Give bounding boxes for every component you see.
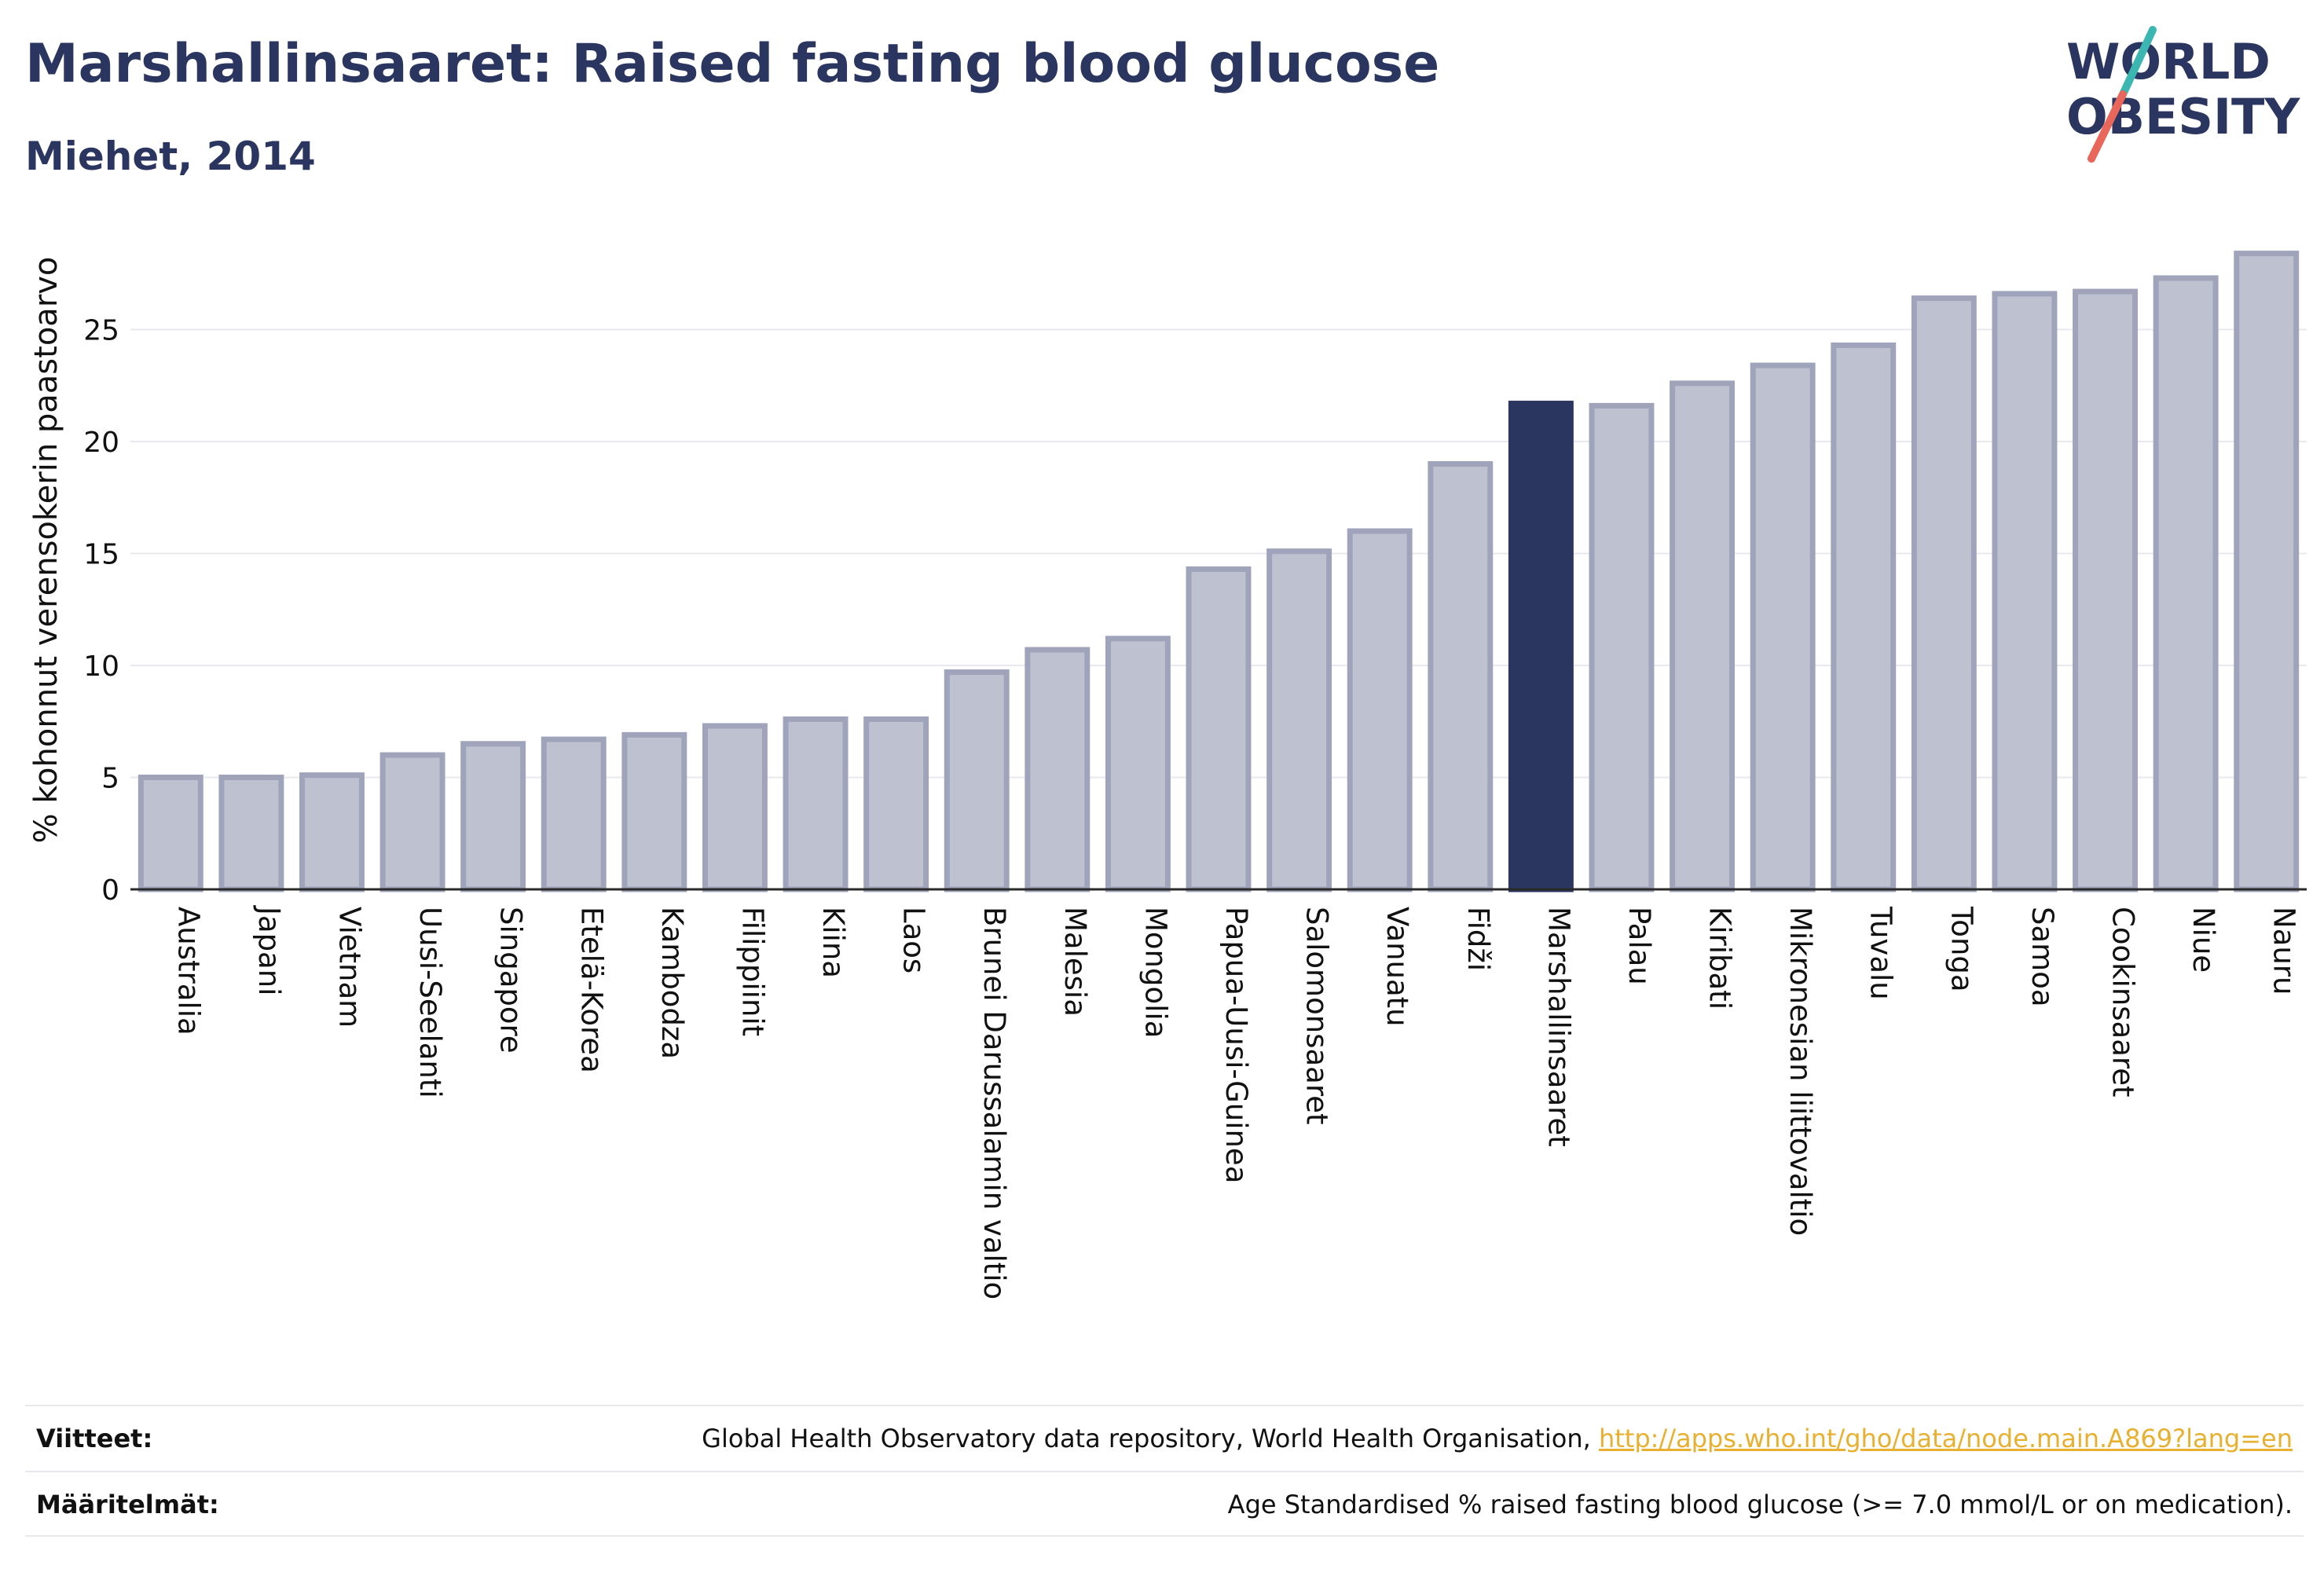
x-axis-labels: Australia Japani Vietnam Uusi-Seelanti Singa…: [171, 905, 2300, 1299]
x-tick-label: Singapore: [494, 907, 528, 1054]
bar: [702, 723, 768, 892]
x-tick-label: Cookinsaaret: [2106, 907, 2140, 1098]
x-tick-label: Vanuatu: [1380, 907, 1414, 1027]
bars: [137, 251, 2300, 892]
bar: [944, 669, 1010, 892]
logo-slash-teal: [2119, 26, 2157, 98]
x-tick-label: Samoa: [2025, 907, 2059, 1007]
y-tick-label: 20: [83, 427, 119, 459]
bar: [1831, 342, 1897, 892]
x-tick-label: Tonga: [1945, 906, 1978, 992]
x-tick-label: Mikronesian liittovaltio: [1783, 907, 1817, 1236]
x-tick-label: Laos: [897, 907, 931, 973]
bar: [1025, 647, 1091, 892]
y-tick-label: 25: [83, 315, 119, 347]
references-label: Viitteet:: [36, 1424, 153, 1453]
world-obesity-logo: WORLD OBESITY: [2066, 26, 2300, 163]
bar: [218, 775, 284, 892]
bar: [1911, 295, 1977, 892]
bar-chart: 0 5 10 15 20 25 Australia Japani Vietnam Uusi-Se…: [28, 251, 2307, 1299]
y-tick-label: 10: [83, 651, 119, 683]
x-tick-label: Salomonsaaret: [1300, 907, 1334, 1125]
bar: [1589, 402, 1655, 892]
references-text: Global Health Observatory data repositor…: [702, 1424, 2293, 1453]
bar: [863, 716, 929, 892]
definitions-label: Määritelmät:: [36, 1490, 219, 1519]
x-tick-label: Tuvalu: [1864, 906, 1898, 1000]
bar: [299, 772, 365, 892]
chart-title: Marshallinsaaret: Raised fasting blood g…: [25, 33, 1440, 95]
bar: [1670, 380, 1736, 892]
x-tick-label: Japani: [252, 905, 286, 995]
x-tick-label: Vietnam: [332, 907, 366, 1028]
bar: [1750, 362, 1816, 892]
logo-slash-coral: [2088, 90, 2127, 163]
references-row: Viitteet: Global Health Observatory data…: [25, 1405, 2304, 1469]
x-tick-label: Mongolia: [1138, 907, 1172, 1038]
x-tick-label: Malesia: [1058, 907, 1092, 1017]
y-axis-title: % kohonnut verensokerin paastoarvo: [28, 257, 64, 844]
x-tick-label: Niue: [2187, 907, 2220, 973]
x-tick-label: Kambodza: [655, 907, 689, 1059]
x-tick-label: Kiina: [816, 907, 850, 978]
y-tick-label: 5: [101, 763, 119, 795]
x-tick-label: Papua-Uusi-Guinea: [1219, 907, 1253, 1183]
y-axis-ticks: 0 5 10 15 20 25: [83, 315, 119, 907]
bar: [460, 741, 526, 892]
bar: [1105, 636, 1171, 892]
y-tick-label: 15: [83, 539, 119, 571]
bar: [1428, 461, 1494, 892]
bar: [1266, 548, 1332, 892]
bar: [2153, 275, 2219, 892]
x-tick-label: Uusi-Seelanti: [413, 907, 447, 1098]
bar: [1347, 528, 1413, 892]
bar: [1186, 566, 1252, 892]
x-tick-label: Marshallinsaaret: [1541, 907, 1575, 1147]
definitions-row: Määritelmät: Age Standardised % raised f…: [25, 1471, 2304, 1537]
bar: [2234, 251, 2300, 892]
x-tick-label: Palau: [1622, 907, 1656, 985]
bar: [379, 752, 445, 892]
logo-text-world: WORLD: [2066, 33, 2271, 90]
x-tick-label: Australia: [171, 907, 205, 1035]
y-tick-label: 0: [101, 874, 119, 907]
references-source: Global Health Observatory data repositor…: [702, 1424, 1599, 1453]
x-tick-label: Filippiinit: [735, 907, 769, 1036]
bar: [621, 731, 687, 892]
x-tick-label: Nauru: [2267, 907, 2301, 995]
x-tick-label: Kiribati: [1703, 907, 1737, 1010]
bar-highlighted: [1508, 401, 1574, 892]
bar: [541, 736, 607, 892]
chart-subtitle: Miehet, 2014: [25, 134, 316, 179]
bar: [2073, 288, 2138, 892]
x-tick-label: Fidži: [1461, 907, 1495, 971]
bar: [1992, 291, 2058, 892]
references-link[interactable]: http://apps.who.int/gho/data/node.main.A…: [1598, 1424, 2293, 1453]
x-tick-label: Etelä-Korea: [574, 907, 608, 1073]
bar: [137, 775, 203, 892]
definitions-text: Age Standardised % raised fasting blood …: [1227, 1490, 2293, 1519]
x-tick-label: Brunei Darussalamin valtio: [977, 907, 1011, 1299]
bar: [783, 716, 849, 892]
